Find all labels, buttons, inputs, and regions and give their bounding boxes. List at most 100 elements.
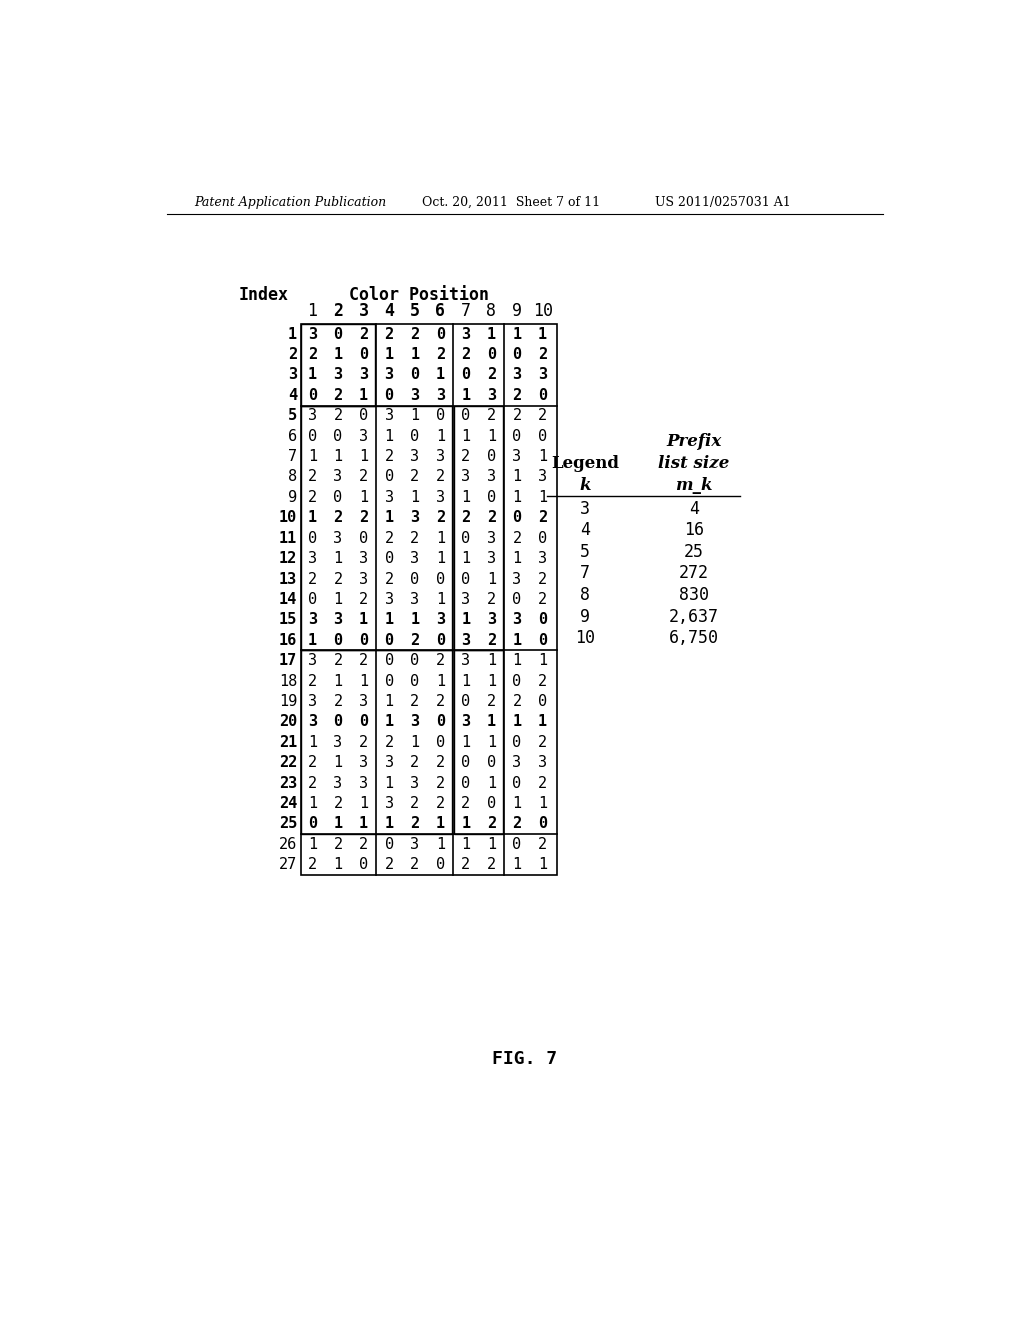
Text: 3: 3 [334, 735, 343, 750]
Text: 0: 0 [512, 511, 521, 525]
Text: 3: 3 [308, 694, 317, 709]
Text: 1: 1 [512, 470, 521, 484]
Text: 1: 1 [436, 531, 444, 545]
Text: 0: 0 [308, 531, 317, 545]
Text: 2: 2 [334, 653, 343, 668]
Text: 11: 11 [279, 531, 297, 545]
Text: 4: 4 [689, 500, 698, 517]
Text: 0: 0 [462, 755, 470, 770]
Text: 3: 3 [436, 612, 444, 627]
Text: 0: 0 [436, 714, 444, 730]
Text: 2: 2 [411, 694, 419, 709]
Text: 3: 3 [358, 302, 369, 319]
Text: 0: 0 [411, 572, 419, 586]
Text: 0: 0 [359, 531, 369, 545]
Text: 2: 2 [411, 531, 419, 545]
Text: 0: 0 [487, 490, 496, 504]
Bar [455, 651, 503, 834]
Text: 7: 7 [461, 302, 471, 319]
Text: 0: 0 [538, 429, 547, 444]
Text: 2: 2 [538, 511, 547, 525]
Text: 1: 1 [359, 449, 369, 465]
Text: 2: 2 [334, 837, 343, 851]
Text: Prefix: Prefix [667, 433, 721, 450]
Text: 2: 2 [334, 388, 343, 403]
Text: 1: 1 [538, 326, 547, 342]
Text: 0: 0 [411, 673, 419, 689]
Text: 0: 0 [436, 572, 444, 586]
Text: 0: 0 [512, 837, 521, 851]
Text: 1: 1 [462, 673, 470, 689]
Text: 2: 2 [308, 347, 317, 362]
Text: 2: 2 [385, 326, 394, 342]
Text: 1: 1 [307, 302, 317, 319]
Text: 2: 2 [411, 857, 419, 873]
Text: 2: 2 [512, 408, 521, 424]
Text: 1: 1 [288, 326, 297, 342]
Text: 0: 0 [334, 632, 343, 648]
Text: 1: 1 [436, 367, 444, 383]
Text: 1: 1 [538, 490, 547, 504]
Text: 2: 2 [487, 816, 496, 832]
Text: 2: 2 [487, 857, 496, 873]
Text: 1: 1 [359, 490, 369, 504]
Text: 2: 2 [487, 511, 496, 525]
Text: 0: 0 [436, 326, 444, 342]
Text: 1: 1 [512, 326, 521, 342]
Text: 3: 3 [334, 367, 343, 383]
Text: 1: 1 [538, 714, 547, 730]
Text: 1: 1 [385, 429, 394, 444]
Text: 9: 9 [288, 490, 297, 504]
Text: 3: 3 [462, 653, 470, 668]
Text: 2: 2 [308, 673, 317, 689]
Text: 2: 2 [308, 755, 317, 770]
Text: 0: 0 [334, 326, 343, 342]
Text: 3: 3 [487, 552, 496, 566]
Text: 1: 1 [308, 796, 317, 810]
Text: 15: 15 [279, 612, 297, 627]
Text: 17: 17 [279, 653, 297, 668]
Text: 24: 24 [279, 796, 297, 810]
Text: 1: 1 [512, 632, 521, 648]
Text: 2: 2 [538, 591, 547, 607]
Text: 8: 8 [288, 470, 297, 484]
Text: 1: 1 [462, 490, 470, 504]
Text: 12: 12 [279, 552, 297, 566]
Text: 1: 1 [436, 552, 444, 566]
Text: 2: 2 [487, 591, 496, 607]
Text: 3: 3 [385, 755, 394, 770]
Text: 1: 1 [487, 776, 496, 791]
Text: 0: 0 [385, 837, 394, 851]
Text: 0: 0 [512, 347, 521, 362]
Text: 0: 0 [512, 673, 521, 689]
Text: 2: 2 [487, 694, 496, 709]
Text: 0: 0 [385, 470, 394, 484]
Text: 1: 1 [359, 816, 369, 832]
Text: 1: 1 [462, 816, 470, 832]
Text: 1: 1 [385, 776, 394, 791]
Text: 0: 0 [308, 591, 317, 607]
Text: 0: 0 [462, 694, 470, 709]
Text: 3: 3 [462, 714, 470, 730]
Text: 1: 1 [512, 714, 521, 730]
Text: 2: 2 [512, 388, 521, 403]
Text: 1: 1 [359, 612, 369, 627]
Text: 9: 9 [512, 302, 522, 319]
Text: 2: 2 [308, 490, 317, 504]
Text: 6,750: 6,750 [669, 630, 719, 647]
Text: 3: 3 [385, 796, 394, 810]
Text: 0: 0 [334, 714, 343, 730]
Text: 2: 2 [334, 572, 343, 586]
Text: 0: 0 [512, 429, 521, 444]
Text: 2,637: 2,637 [669, 607, 719, 626]
Text: 0: 0 [512, 591, 521, 607]
Text: 2: 2 [538, 837, 547, 851]
Text: 10: 10 [575, 630, 595, 647]
Text: 1: 1 [462, 388, 470, 403]
Text: 3: 3 [359, 572, 369, 586]
Text: 1: 1 [385, 612, 394, 627]
Text: 1: 1 [538, 857, 547, 873]
Text: 1: 1 [334, 816, 343, 832]
Text: Patent Application Publication: Patent Application Publication [194, 195, 386, 209]
Bar [455, 405, 503, 651]
